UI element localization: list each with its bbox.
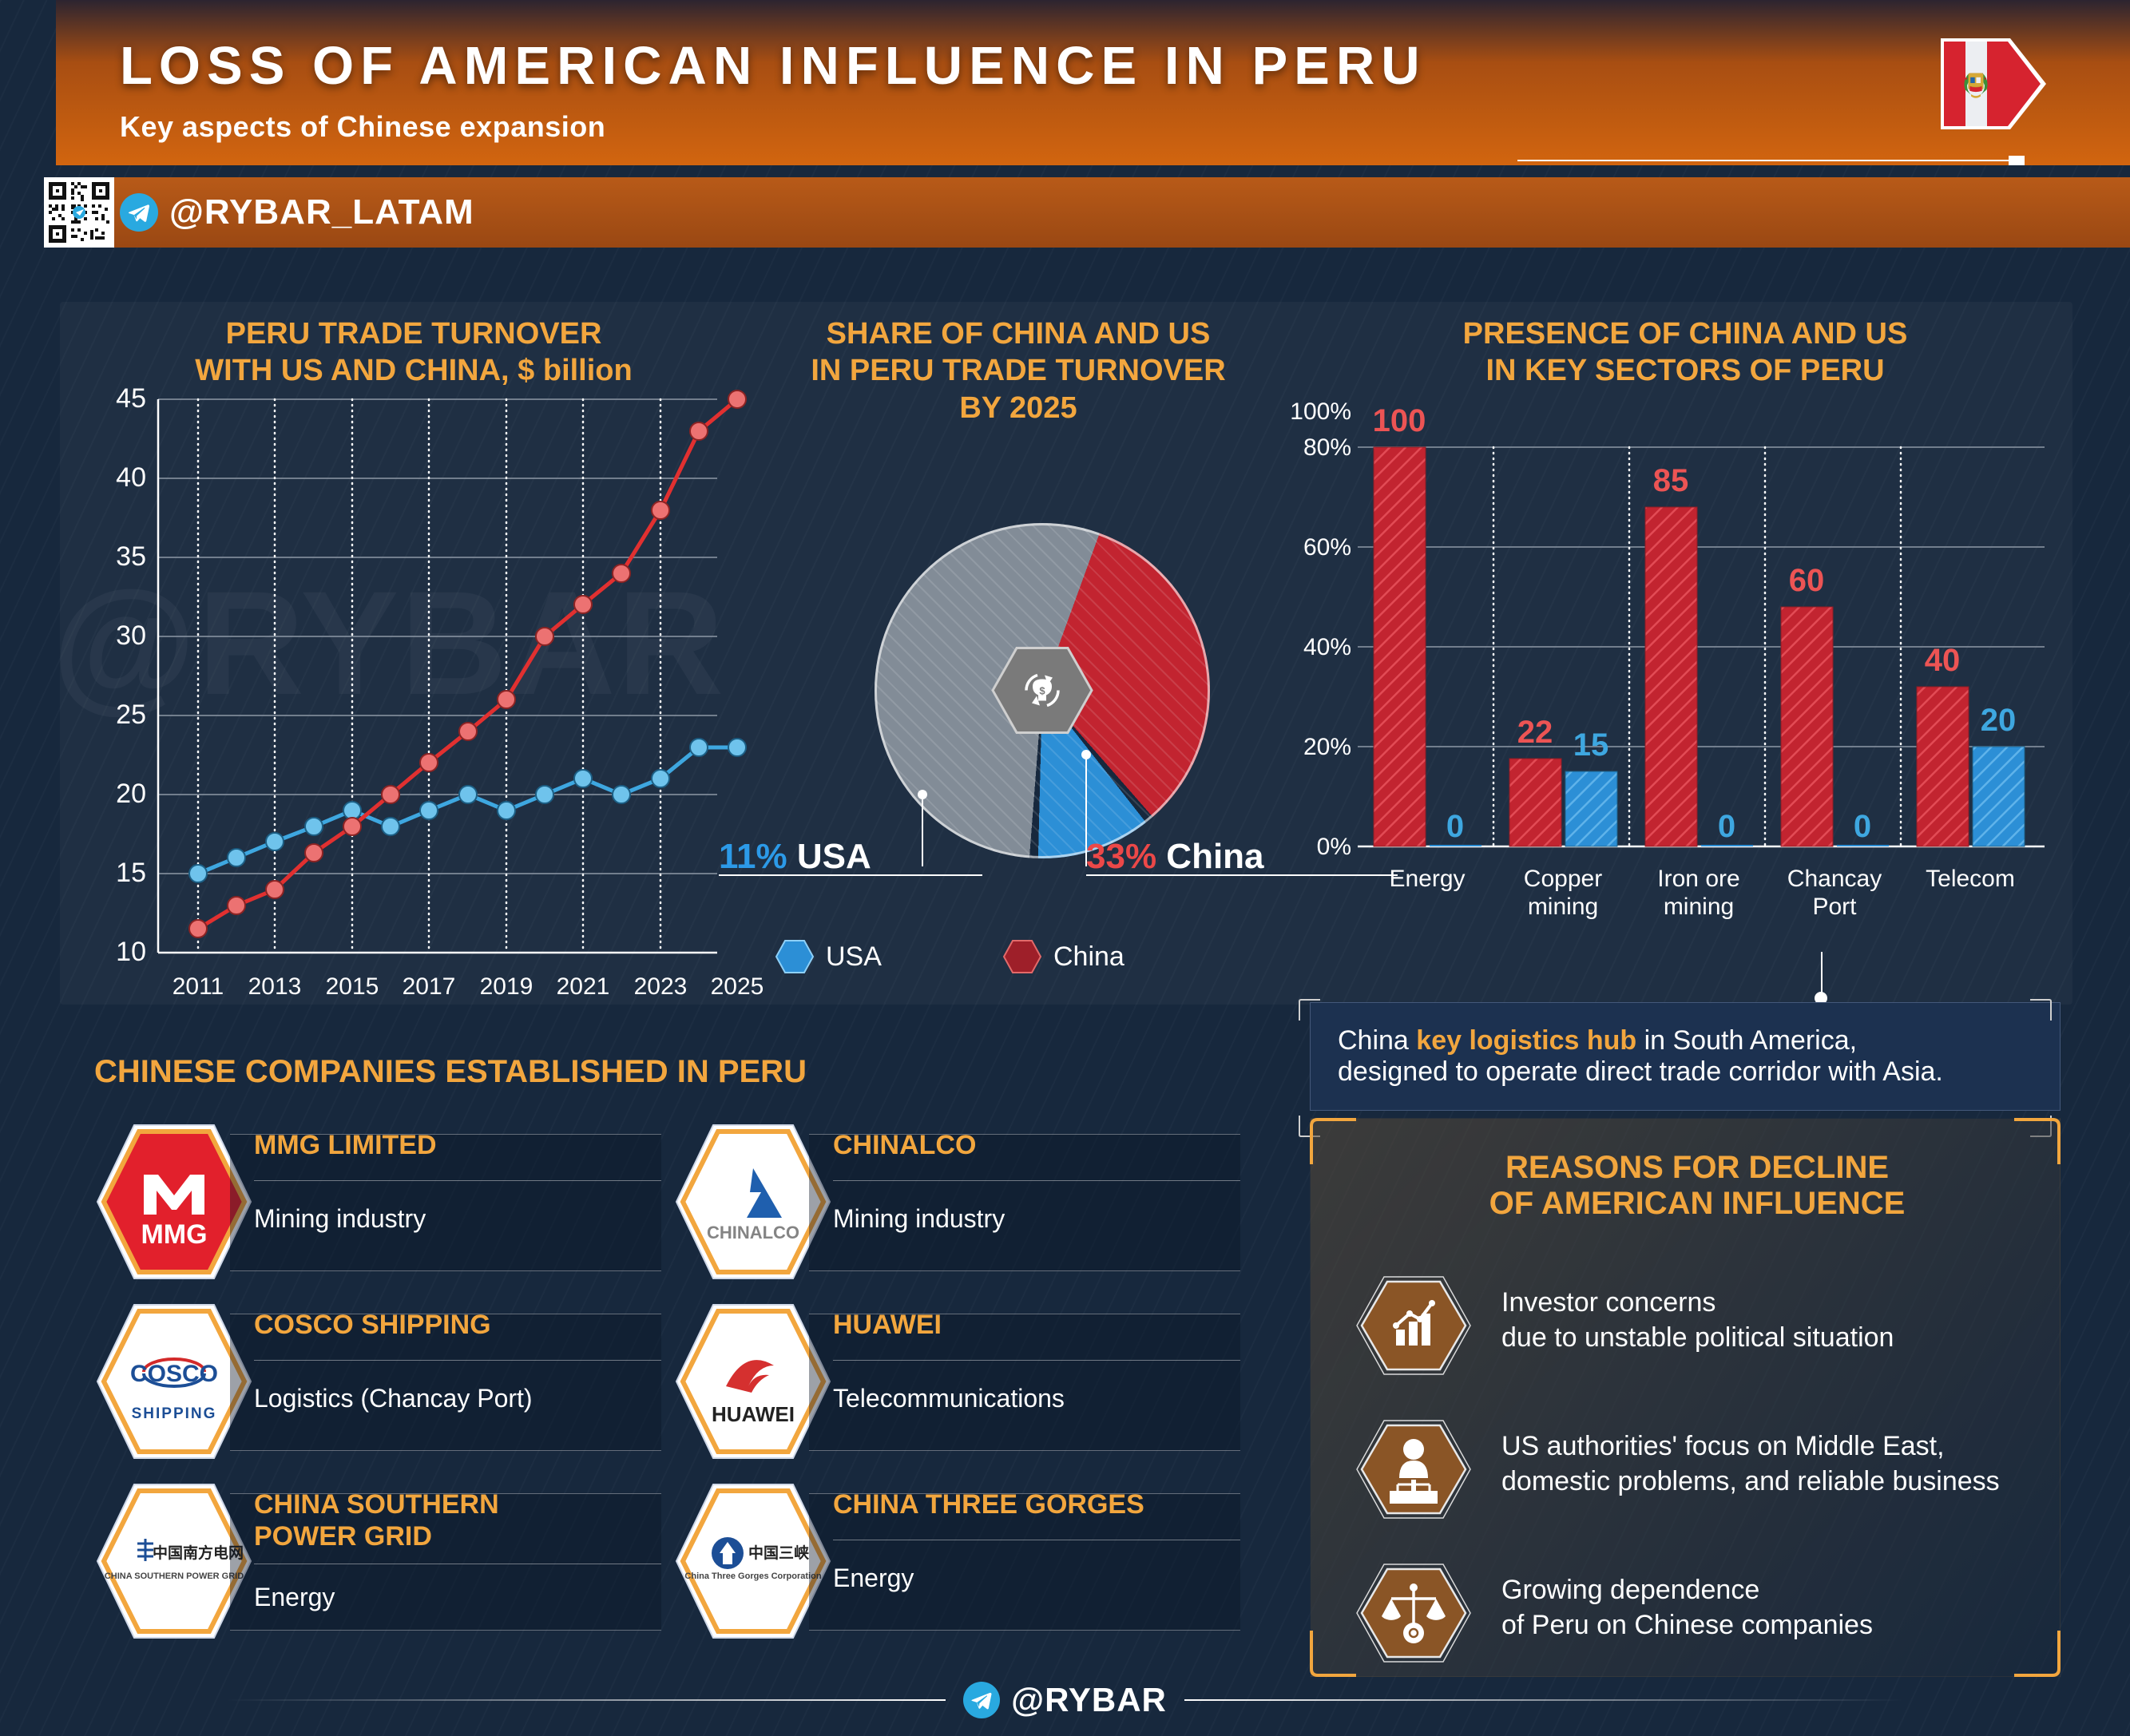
- svg-text:15: 15: [1573, 727, 1609, 763]
- svg-text:20%: 20%: [1303, 734, 1351, 760]
- svg-text:mining: mining: [1528, 894, 1598, 920]
- svg-text:CHINALCO: CHINALCO: [707, 1223, 799, 1243]
- svg-text:2023: 2023: [634, 973, 688, 1000]
- svg-text:2019: 2019: [480, 973, 533, 1000]
- svg-text:20: 20: [1981, 703, 2017, 738]
- svg-text:2011: 2011: [173, 973, 224, 1000]
- svg-text:2015: 2015: [326, 973, 379, 1000]
- svg-text:MMG: MMG: [141, 1219, 207, 1250]
- svg-text:20: 20: [116, 779, 146, 809]
- svg-text:35: 35: [116, 541, 146, 572]
- svg-text:0%: 0%: [1317, 834, 1351, 860]
- svg-text:80%: 80%: [1303, 434, 1351, 461]
- svg-text:$: $: [1039, 685, 1045, 697]
- svg-text:10: 10: [116, 937, 146, 967]
- svg-text:SHIPPING: SHIPPING: [132, 1405, 217, 1422]
- svg-text:85: 85: [1653, 463, 1689, 498]
- svg-text:中国三峡: 中国三峡: [748, 1544, 810, 1562]
- svg-text:COSCO: COSCO: [130, 1361, 218, 1387]
- svg-text:40: 40: [116, 462, 146, 493]
- svg-text:40: 40: [1925, 643, 1961, 678]
- svg-text:60: 60: [1789, 563, 1825, 598]
- svg-text:2025: 2025: [711, 973, 764, 1000]
- svg-text:45: 45: [116, 383, 146, 414]
- svg-text:22: 22: [1517, 715, 1553, 750]
- svg-text:Chancay: Chancay: [1787, 866, 1882, 892]
- svg-text:mining: mining: [1664, 894, 1734, 920]
- svg-text:0: 0: [1854, 809, 1871, 844]
- svg-text:China Three Gorges Corporation: China Three Gorges Corporation: [684, 1572, 821, 1581]
- svg-text:60%: 60%: [1303, 534, 1351, 561]
- svg-text:100%: 100%: [1290, 398, 1351, 425]
- svg-text:25: 25: [116, 700, 146, 730]
- svg-text:2021: 2021: [557, 973, 610, 1000]
- svg-text:2013: 2013: [248, 973, 302, 1000]
- svg-text:15: 15: [116, 858, 146, 888]
- svg-text:40%: 40%: [1303, 634, 1351, 660]
- svg-text:Copper: Copper: [1524, 866, 1602, 892]
- svg-text:0: 0: [1718, 809, 1735, 844]
- svg-text:Telecom: Telecom: [1926, 866, 2015, 892]
- svg-text:Iron ore: Iron ore: [1657, 866, 1739, 892]
- svg-text:2017: 2017: [403, 973, 456, 1000]
- svg-text:CHINA SOUTHERN POWER GRID: CHINA SOUTHERN POWER GRID: [105, 1572, 244, 1581]
- svg-text:100: 100: [1373, 403, 1426, 438]
- svg-text:Energy: Energy: [1389, 866, 1465, 892]
- svg-text:0: 0: [1446, 809, 1464, 844]
- svg-text:Port: Port: [1812, 894, 1857, 920]
- svg-text:HUAWEI: HUAWEI: [712, 1402, 795, 1426]
- svg-text:30: 30: [116, 620, 146, 651]
